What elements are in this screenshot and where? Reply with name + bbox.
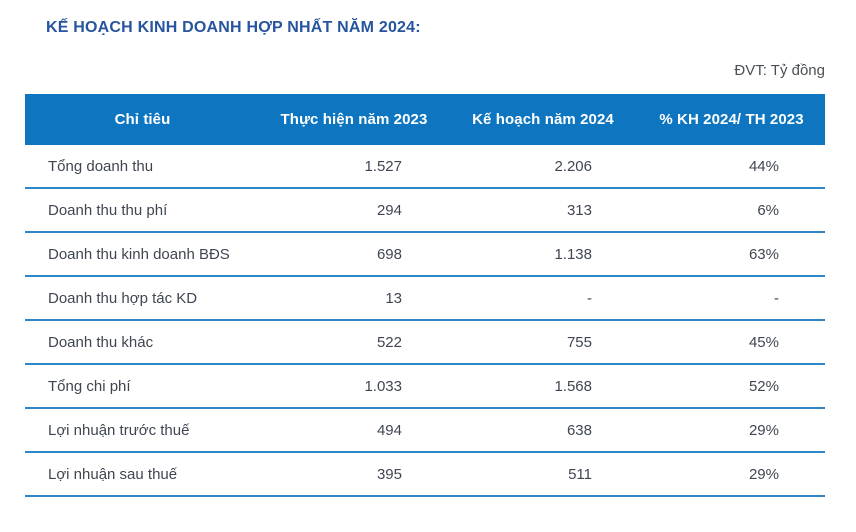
column-header-thuc-hien-2023: Thực hiện năm 2023 bbox=[260, 94, 448, 145]
row-label: Tổng chi phí bbox=[25, 364, 260, 409]
row-label: Lợi nhuận trước thuế bbox=[25, 408, 260, 453]
row-value: 294 bbox=[260, 188, 448, 233]
unit-label: ĐVT: Tỷ đồng bbox=[734, 62, 825, 79]
row-label: Lợi nhuận sau thuế bbox=[25, 452, 260, 497]
table-row: Lợi nhuận trước thuế 494 638 29% bbox=[25, 408, 825, 453]
row-value: 63% bbox=[638, 232, 825, 277]
row-value: 29% bbox=[638, 408, 825, 453]
row-value: 395 bbox=[260, 452, 448, 497]
row-value: 45% bbox=[638, 320, 825, 365]
row-value: - bbox=[638, 276, 825, 321]
table-header-row: Chỉ tiêu Thực hiện năm 2023 Kế hoạch năm… bbox=[25, 94, 825, 145]
report-page: KẾ HOẠCH KINH DOANH HỢP NHẤT NĂM 2024: Đ… bbox=[0, 18, 856, 532]
table-row: Doanh thu thu phí 294 313 6% bbox=[25, 188, 825, 233]
row-value: 44% bbox=[638, 145, 825, 189]
row-value: 29% bbox=[638, 452, 825, 497]
row-value: 522 bbox=[260, 320, 448, 365]
row-label: Doanh thu thu phí bbox=[25, 188, 260, 233]
table-row: Tổng chi phí 1.033 1.568 52% bbox=[25, 364, 825, 409]
column-header-chi-tieu: Chỉ tiêu bbox=[25, 94, 260, 145]
row-value: 52% bbox=[638, 364, 825, 409]
row-label: Doanh thu hợp tác KD bbox=[25, 276, 260, 321]
row-value: 698 bbox=[260, 232, 448, 277]
row-value: 13 bbox=[260, 276, 448, 321]
row-value: 755 bbox=[448, 320, 638, 365]
table-row: Doanh thu hợp tác KD 13- - bbox=[25, 276, 825, 321]
table-header: Chỉ tiêu Thực hiện năm 2023 Kế hoạch năm… bbox=[25, 94, 825, 145]
row-value: 1.033 bbox=[260, 364, 448, 409]
row-label: Tổng doanh thu bbox=[25, 145, 260, 189]
row-value: 494 bbox=[260, 408, 448, 453]
row-value: 511 bbox=[448, 452, 638, 497]
row-label: Doanh thu khác bbox=[25, 320, 260, 365]
row-value: 1.527 bbox=[260, 145, 448, 189]
row-value: - bbox=[448, 276, 638, 321]
column-header-pct-kh-th: % KH 2024/ TH 2023 bbox=[638, 94, 825, 145]
page-title: KẾ HOẠCH KINH DOANH HỢP NHẤT NĂM 2024: bbox=[46, 19, 421, 36]
table-row: Doanh thu kinh doanh BĐS 698 1.138 63% bbox=[25, 232, 825, 277]
table-body: Tổng doanh thu 1.527 2.206 44% Doanh thu thu… bbox=[25, 145, 825, 497]
row-label: Doanh thu kinh doanh BĐS bbox=[25, 232, 260, 277]
row-value: 1.568 bbox=[448, 364, 638, 409]
row-value: 638 bbox=[448, 408, 638, 453]
table-row: Doanh thu khác 522 755 45% bbox=[25, 320, 825, 365]
row-value: 6% bbox=[638, 188, 825, 233]
business-plan-table: Chỉ tiêu Thực hiện năm 2023 Kế hoạch năm… bbox=[25, 94, 825, 497]
row-value: 1.138 bbox=[448, 232, 638, 277]
table-row: Lợi nhuận sau thuế 395 511 29% bbox=[25, 452, 825, 497]
row-value: 313 bbox=[448, 188, 638, 233]
row-value: 2.206 bbox=[448, 145, 638, 189]
column-header-ke-hoach-2024: Kế hoạch năm 2024 bbox=[448, 94, 638, 145]
table-row: Tổng doanh thu 1.527 2.206 44% bbox=[25, 145, 825, 189]
